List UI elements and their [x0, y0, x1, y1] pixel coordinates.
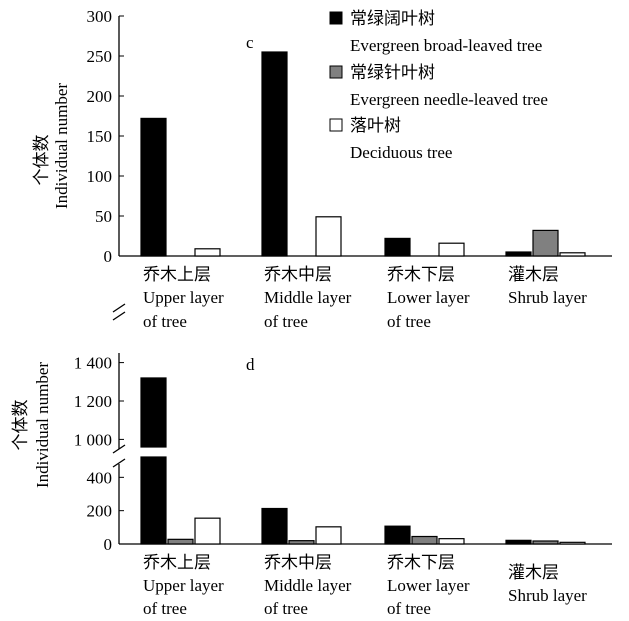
panel-d-bars [140, 377, 586, 545]
panel-c-category-en-1: Lower layer [387, 288, 470, 307]
panel-d-letter: d [246, 355, 255, 374]
panel-d-category-zh: 乔木下层 [387, 553, 455, 572]
panel-d-category-zh: 乔木上层 [143, 553, 211, 572]
legend-swatch-deciduous [329, 118, 343, 132]
panel-c-category-labels: 乔木上层 Upper layer of tree 乔木中层 Middle layer of… [143, 265, 587, 331]
legend: 常绿阔叶树 Evergreen broad-leaved tree 常绿针叶树 … [329, 9, 548, 162]
panel-c-category-en-1: Upper layer [143, 288, 224, 307]
panel-d-y-tick-label: 1 000 [74, 430, 112, 449]
panel-d-category-en-2: of tree [264, 599, 308, 618]
panel-d-y-tick-label: 400 [87, 468, 113, 487]
panel-d-category-en-1: Lower layer [387, 576, 470, 595]
panel-d-bar [288, 540, 315, 545]
panel-d-category-en-1: Shrub layer [508, 586, 587, 605]
panel-c-bar [505, 251, 532, 257]
panel-c-bar [140, 117, 167, 257]
panel-d-axis-break-mark [112, 444, 126, 454]
panel-d-bar [505, 539, 532, 545]
panel-c-y-tick-label: 200 [87, 87, 113, 106]
panel-c-bar [438, 242, 465, 257]
panel-c-category-en-2: of tree [143, 312, 187, 331]
panel-c-category-zh: 乔木中层 [264, 265, 332, 284]
panel-c-y-tick-label: 300 [87, 7, 113, 26]
legend-label-evergreen-broad-en: Evergreen broad-leaved tree [350, 36, 542, 55]
panel-d-category-en-2: of tree [387, 599, 431, 618]
panel-d-ylabel-zh: 个体数 [11, 400, 30, 451]
panel-d-bar [532, 540, 559, 545]
panel-d-y-tick-label: 200 [87, 502, 113, 521]
legend-label-evergreen-needle-en: Evergreen needle-leaved tree [350, 90, 548, 109]
panel-c-bar [384, 237, 411, 257]
panel-d-bar [315, 526, 342, 545]
panel-d-bar-upper-part [140, 377, 167, 448]
panel-d-bar [411, 535, 438, 545]
panel-c-bar [315, 216, 342, 257]
panel-c-category-zh: 乔木上层 [143, 265, 211, 284]
panel-d-bar [384, 525, 411, 545]
panel-c-y-ticks: 0 50 100 150 200 250 300 [87, 7, 124, 266]
panel-c-y-tick-label: 100 [87, 167, 113, 186]
panel-c-bars [140, 51, 586, 257]
panel-break-mark [112, 311, 126, 321]
panel-c-y-tick-label: 150 [87, 127, 113, 146]
panel-c-chart: 个体数 Individual number c 0 50 100 150 200 250 3… [32, 7, 612, 331]
panel-c-bar [261, 51, 288, 257]
panel-d-bar [438, 538, 465, 545]
panel-c-y-tick-label: 250 [87, 47, 113, 66]
panel-d-bar [559, 541, 586, 545]
legend-swatch-evergreen-needle [329, 65, 343, 79]
panel-c-ylabel-zh: 个体数 [32, 135, 51, 186]
panel-d-category-en-1: Upper layer [143, 576, 224, 595]
panel-d-bar [167, 538, 194, 545]
panel-d-category-en-2: of tree [143, 599, 187, 618]
panel-d-y-tick-label: 0 [104, 535, 113, 554]
panel-c-category-en-2: of tree [264, 312, 308, 331]
legend-label-evergreen-broad-zh: 常绿阔叶树 [350, 9, 435, 28]
panel-c-letter: c [246, 33, 254, 52]
panel-d-y-tick-label: 1 400 [74, 354, 112, 373]
panel-d-y-ticks: 0 200 400 1 000 1 200 1 400 [74, 354, 124, 554]
panel-d-axis-break-mark [112, 458, 126, 468]
panel-c-bar [194, 248, 221, 257]
panel-c-bar [559, 252, 586, 257]
panel-c-category-en-1: Shrub layer [508, 288, 587, 307]
panel-d-y-tick-label: 1 200 [74, 392, 112, 411]
panel-d-category-en-1: Middle layer [264, 576, 352, 595]
panel-d-category-zh: 灌木层 [508, 563, 559, 582]
legend-label-deciduous-en: Deciduous tree [350, 143, 452, 162]
panel-c-y-tick-label: 50 [95, 207, 112, 226]
panel-c-category-zh: 灌木层 [508, 265, 559, 284]
panel-c-category-zh: 乔木下层 [387, 265, 455, 284]
panel-c-category-en-2: of tree [387, 312, 431, 331]
panel-break-mark [112, 303, 126, 313]
panel-d-bar [194, 517, 221, 545]
panel-c-bar [532, 229, 559, 257]
panel-d-category-zh: 乔木中层 [264, 553, 332, 572]
panel-c-category-en-1: Middle layer [264, 288, 352, 307]
panel-d-bar-lower-part [140, 456, 167, 545]
panel-c-y-tick-label: 0 [104, 247, 113, 266]
panel-d-axes [112, 303, 612, 545]
legend-label-deciduous-zh: 落叶树 [350, 116, 401, 135]
panel-d-bar [261, 507, 288, 545]
panel-d-category-labels: 乔木上层 Upper layer of tree 乔木中层 Middle layer of… [143, 553, 587, 618]
panel-c-ylabel-en: Individual number [52, 83, 71, 209]
legend-label-evergreen-needle-zh: 常绿针叶树 [350, 63, 435, 82]
legend-swatch-evergreen-broad [329, 11, 343, 25]
panel-d-ylabel-en: Individual number [33, 362, 52, 488]
panel-d-chart: 个体数 Individual number d 0 200 400 1 000 1 20… [11, 303, 612, 618]
